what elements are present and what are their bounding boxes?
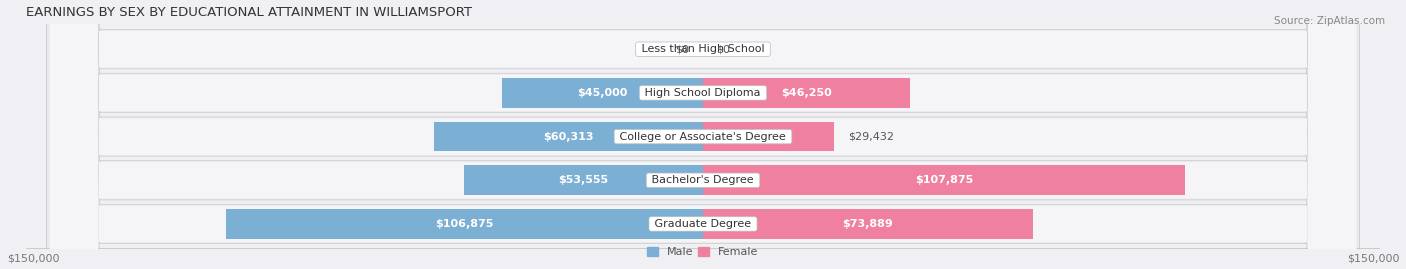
- Text: Graduate Degree: Graduate Degree: [651, 219, 755, 229]
- Text: $73,889: $73,889: [842, 219, 893, 229]
- Text: $29,432: $29,432: [848, 132, 894, 141]
- FancyBboxPatch shape: [49, 0, 1357, 269]
- Legend: Male, Female: Male, Female: [643, 243, 763, 262]
- Text: $45,000: $45,000: [578, 88, 627, 98]
- Text: $60,313: $60,313: [543, 132, 593, 141]
- Bar: [703, 209, 1033, 239]
- Text: Bachelor's Degree: Bachelor's Degree: [648, 175, 758, 185]
- Text: $107,875: $107,875: [915, 175, 973, 185]
- Bar: [703, 78, 910, 108]
- FancyBboxPatch shape: [49, 0, 1357, 269]
- FancyBboxPatch shape: [46, 0, 1360, 269]
- Bar: [703, 165, 1185, 195]
- FancyBboxPatch shape: [49, 0, 1357, 269]
- Text: High School Diploma: High School Diploma: [641, 88, 765, 98]
- Text: $0: $0: [676, 44, 689, 54]
- FancyBboxPatch shape: [46, 0, 1360, 269]
- Bar: [464, 165, 703, 195]
- FancyBboxPatch shape: [49, 0, 1357, 269]
- Text: Source: ZipAtlas.com: Source: ZipAtlas.com: [1274, 16, 1385, 26]
- FancyBboxPatch shape: [49, 0, 1357, 269]
- Text: EARNINGS BY SEX BY EDUCATIONAL ATTAINMENT IN WILLIAMSPORT: EARNINGS BY SEX BY EDUCATIONAL ATTAINMEN…: [27, 6, 472, 19]
- Text: College or Associate's Degree: College or Associate's Degree: [616, 132, 790, 141]
- Text: Less than High School: Less than High School: [638, 44, 768, 54]
- Bar: [433, 122, 703, 151]
- Text: $0: $0: [717, 44, 730, 54]
- Bar: [226, 209, 703, 239]
- Text: $46,250: $46,250: [780, 88, 832, 98]
- Text: $53,555: $53,555: [558, 175, 609, 185]
- Text: $106,875: $106,875: [436, 219, 494, 229]
- Bar: [703, 122, 834, 151]
- FancyBboxPatch shape: [46, 0, 1360, 269]
- FancyBboxPatch shape: [46, 0, 1360, 269]
- FancyBboxPatch shape: [46, 0, 1360, 269]
- Bar: [502, 78, 703, 108]
